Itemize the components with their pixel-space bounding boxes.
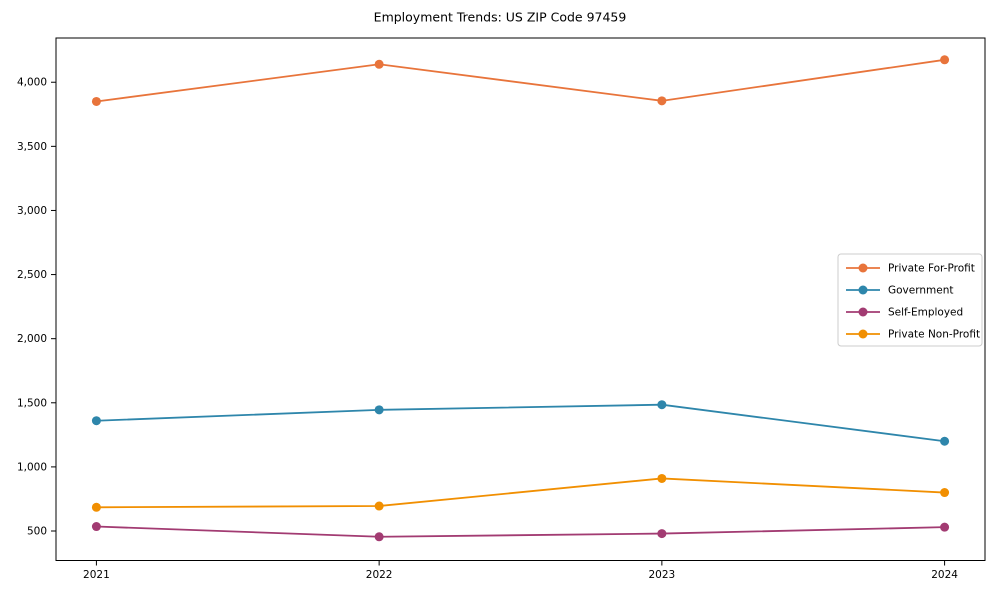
y-tick-label: 1,000	[17, 461, 47, 473]
chart-title: Employment Trends: US ZIP Code 97459	[374, 10, 627, 25]
y-tick-label: 4,000	[17, 77, 47, 89]
legend-item: Government	[846, 285, 953, 297]
y-tick-label: 2,500	[17, 269, 47, 281]
series-line	[96, 477, 945, 509]
legend-label: Self-Employed	[888, 307, 963, 319]
y-tick-label: 1,500	[17, 397, 47, 409]
legend-label: Private Non-Profit	[888, 329, 980, 341]
y-tick-label: 2,000	[17, 333, 47, 345]
legend-label: Private For-Profit	[888, 263, 975, 275]
y-tick-label: 500	[27, 526, 47, 538]
x-tick-label: 2023	[648, 569, 675, 581]
data-point	[374, 59, 384, 69]
legend: Private For-Profit Government Self-Employe…	[837, 253, 983, 347]
data-point	[374, 405, 384, 415]
data-point	[657, 96, 667, 106]
legend-marker	[858, 285, 868, 295]
series-line	[96, 525, 945, 538]
legend-item: Private For-Profit	[846, 263, 975, 275]
plot-border	[55, 37, 986, 561]
data-point	[657, 473, 667, 483]
x-tick-label: 2024	[931, 569, 958, 581]
legend-box	[837, 253, 983, 347]
data-point	[91, 416, 101, 426]
data-point	[91, 502, 101, 512]
data-point	[940, 436, 950, 446]
x-tick-label: 2021	[83, 569, 110, 581]
data-point	[940, 488, 950, 498]
legend-marker	[858, 307, 868, 317]
data-point	[91, 522, 101, 532]
legend-item: Self-Employed	[846, 307, 963, 319]
legend-label: Government	[888, 285, 953, 297]
data-point	[940, 522, 950, 532]
data-point	[940, 55, 950, 65]
x-tick-label: 2022	[366, 569, 393, 581]
plot: 500 1,000 1,500 2,000 2,500 3,000 3,500 4,000 20…	[17, 37, 986, 581]
y-tick-label: 3,000	[17, 205, 47, 217]
data-point	[374, 501, 384, 511]
legend-marker	[858, 329, 868, 339]
legend-marker	[858, 263, 868, 273]
data-point	[657, 400, 667, 410]
legend-item: Private Non-Profit	[846, 329, 980, 341]
data-point	[91, 96, 101, 106]
data-point	[657, 529, 667, 539]
y-tick-label: 3,500	[17, 141, 47, 153]
series-line	[96, 58, 945, 103]
data-point	[374, 532, 384, 542]
series-line	[96, 403, 945, 443]
